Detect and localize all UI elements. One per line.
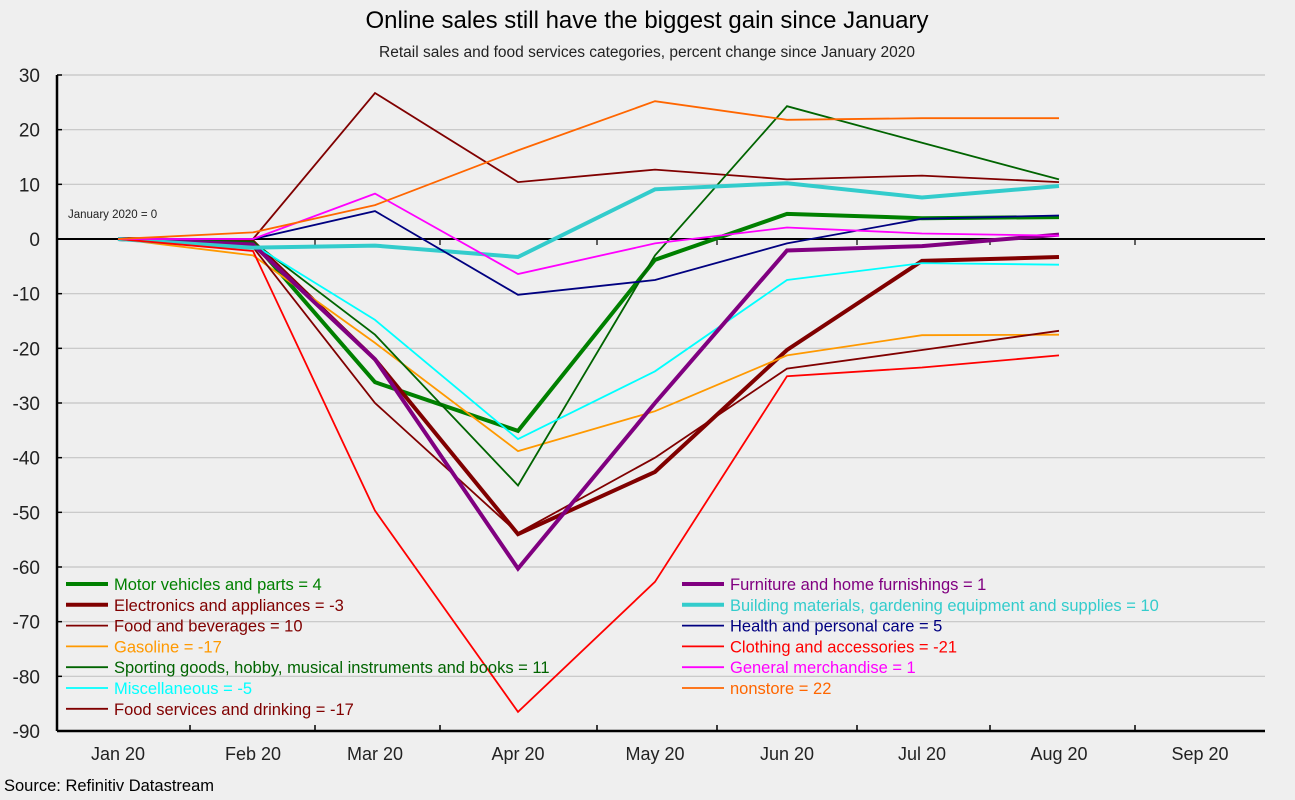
- x-tick-label: Aug 20: [1030, 744, 1087, 764]
- legend-item: Miscellaneous = -5: [66, 680, 252, 698]
- legend-item: nonstore = 22: [682, 680, 831, 698]
- series-line-sporting-goods-hobby-musical-instruments-and-books: [117, 105, 1060, 487]
- series-line-furniture-and-home-furnishings: [117, 232, 1060, 572]
- y-tick-label: -60: [13, 558, 40, 579]
- legend-item: Clothing and accessories = -21: [682, 638, 957, 656]
- y-tick-label: -50: [13, 503, 40, 524]
- y-tick-label: -90: [13, 722, 40, 743]
- x-axis: Jan 20 Feb 20 Mar 20 Apr 20 May 20 Jun 20 Jul …: [57, 239, 1265, 764]
- legend-label: Health and personal care = 5: [730, 618, 942, 636]
- x-tick-label: Mar 20: [347, 744, 403, 764]
- series-line-health-and-personal-care: [118, 210, 1060, 296]
- legend-label: General merchandise = 1: [730, 659, 916, 677]
- series-line-food-services-and-drinking: [117, 238, 1060, 535]
- legend: Motor vehicles and parts = 4 Electronics …: [66, 576, 1159, 719]
- source-note: Source: Refinitiv Datastream: [4, 777, 214, 795]
- legend-item: Furniture and home furnishings = 1: [682, 576, 986, 594]
- legend-label: nonstore = 22: [730, 680, 831, 698]
- y-tick-label: 10: [19, 175, 40, 196]
- legend-item: Motor vehicles and parts = 4: [66, 576, 322, 594]
- series-line-nonstore: [117, 100, 1059, 240]
- gridlines: [57, 74, 1265, 677]
- legend-label: Motor vehicles and parts = 4: [114, 576, 322, 594]
- chart-subtitle: Retail sales and food services categorie…: [379, 44, 915, 61]
- x-tick-label: Feb 20: [225, 744, 281, 764]
- series-lines: [117, 91, 1060, 714]
- x-tick-label: May 20: [625, 744, 684, 764]
- y-tick-label: -30: [13, 394, 40, 415]
- chart-title: Online sales still have the biggest gain…: [366, 7, 929, 34]
- legend-label: Sporting goods, hobby, musical instrumen…: [114, 659, 550, 677]
- legend-item: Electronics and appliances = -3: [66, 597, 344, 615]
- legend-label: Miscellaneous = -5: [114, 680, 252, 698]
- y-tick-label: -40: [13, 449, 40, 470]
- legend-item: Food services and drinking = -17: [66, 701, 354, 719]
- x-tick-label: Sep 20: [1171, 744, 1228, 764]
- y-tick-label: 0: [29, 230, 40, 251]
- y-tick-label: 30: [19, 66, 40, 87]
- series-line-electronics-and-appliances: [117, 237, 1060, 537]
- y-tick-label: -70: [13, 613, 40, 634]
- series-line-miscellaneous: [117, 238, 1060, 441]
- series-line-food-and-beverages: [118, 91, 1060, 240]
- series-line-general-merchandise: [118, 192, 1060, 275]
- y-tick-label: -20: [13, 339, 40, 360]
- legend-label: Food and beverages = 10: [114, 618, 303, 636]
- series-line-clothing-and-accessories: [117, 238, 1060, 714]
- legend-item: Health and personal care = 5: [682, 618, 942, 636]
- legend-item: General merchandise = 1: [682, 659, 916, 677]
- legend-label: Building materials, gardening equipment …: [730, 597, 1159, 615]
- y-tick-label: 20: [19, 121, 40, 142]
- x-tick-label: Jan 20: [91, 744, 145, 764]
- legend-item: Sporting goods, hobby, musical instrumen…: [66, 659, 550, 677]
- x-tick-label: Jun 20: [760, 744, 814, 764]
- x-tick-label: Jul 20: [898, 744, 946, 764]
- legend-label: Clothing and accessories = -21: [730, 638, 957, 656]
- series-line-gasoline: [117, 238, 1060, 453]
- legend-item: Food and beverages = 10: [66, 618, 303, 636]
- legend-label: Food services and drinking = -17: [114, 701, 354, 719]
- legend-item: Building materials, gardening equipment …: [682, 597, 1159, 615]
- x-tick-label: Apr 20: [491, 744, 544, 764]
- legend-item: Gasoline = -17: [66, 638, 222, 656]
- baseline-annotation: January 2020 = 0: [68, 209, 157, 221]
- legend-label: Electronics and appliances = -3: [114, 597, 344, 615]
- y-tick-label: -10: [13, 285, 40, 306]
- legend-label: Furniture and home furnishings = 1: [730, 576, 986, 594]
- y-tick-label: -80: [13, 667, 40, 688]
- y-axis: 30 20 10 0 -10 -20 -30 -40 -50 -60 -70 -80 -90: [13, 66, 62, 743]
- legend-label: Gasoline = -17: [114, 638, 222, 656]
- series-line-building-materials-gardening-equipment-and-supplies: [117, 181, 1060, 260]
